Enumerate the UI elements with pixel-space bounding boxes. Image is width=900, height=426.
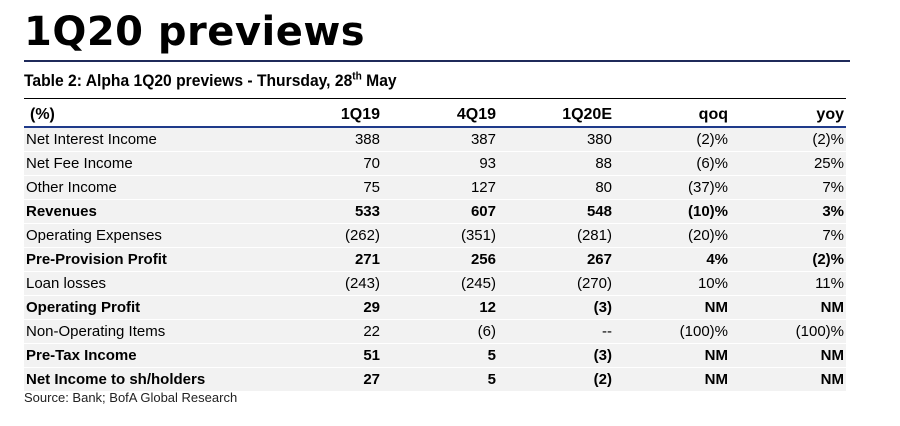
table-cell: (270) bbox=[498, 271, 614, 296]
column-header-unit: (%) bbox=[24, 104, 282, 128]
row-label: Pre-Provision Profit bbox=[24, 247, 282, 272]
table-cell: (6)% bbox=[614, 151, 730, 176]
caption-superscript: th bbox=[352, 70, 362, 83]
table-cell: NM bbox=[730, 295, 846, 320]
caption-text: Table 2: Alpha 1Q20 previews - Thursday,… bbox=[24, 71, 353, 90]
table-cell: (2) bbox=[498, 367, 614, 392]
table-row: Revenues 533 607 548 (10)% 3% bbox=[24, 199, 846, 224]
table-cell: 88 bbox=[498, 151, 614, 176]
table-body: Net Interest Income 388 387 380 (2)% (2)% Net … bbox=[24, 127, 846, 392]
table-cell: (281) bbox=[498, 223, 614, 248]
table-row: Other Income 75 127 80 (37)% 7% bbox=[24, 175, 846, 200]
table-cell: (243) bbox=[282, 271, 382, 296]
table-cell: (100)% bbox=[614, 319, 730, 344]
table-cell: 51 bbox=[282, 343, 382, 368]
table-cell: 93 bbox=[382, 151, 498, 176]
row-label: Operating Expenses bbox=[24, 223, 282, 248]
table-cell: 271 bbox=[282, 247, 382, 272]
table-cell: 5 bbox=[382, 343, 498, 368]
row-label: Non-Operating Items bbox=[24, 319, 282, 344]
table-cell: 10% bbox=[614, 271, 730, 296]
row-label: Net Interest Income bbox=[24, 127, 282, 152]
table-cell: 380 bbox=[498, 127, 614, 152]
table-cell: 267 bbox=[498, 247, 614, 272]
table-cell: (10)% bbox=[614, 199, 730, 224]
table-cell: NM bbox=[614, 367, 730, 392]
previews-table: (%) 1Q19 4Q19 1Q20E qoq yoy Net Interest… bbox=[24, 104, 846, 392]
table-cell: NM bbox=[730, 367, 846, 392]
row-label: Revenues bbox=[24, 199, 282, 224]
table-cell: (2)% bbox=[730, 247, 846, 272]
table-cell: (37)% bbox=[614, 175, 730, 200]
table-cell: (2)% bbox=[730, 127, 846, 152]
table-header-row: (%) 1Q19 4Q19 1Q20E qoq yoy bbox=[24, 104, 846, 128]
table-cell: (2)% bbox=[614, 127, 730, 152]
table-cell: 533 bbox=[282, 199, 382, 224]
page-title: 1Q20 previews bbox=[24, 9, 366, 55]
table-cell: 75 bbox=[282, 175, 382, 200]
table-cell: 3% bbox=[730, 199, 846, 224]
table-row: Loan losses (243) (245) (270) 10% 11% bbox=[24, 271, 846, 296]
table-cell: NM bbox=[730, 343, 846, 368]
column-header-1q20e: 1Q20E bbox=[498, 104, 614, 128]
table-cell: -- bbox=[498, 319, 614, 344]
table-cell: 256 bbox=[382, 247, 498, 272]
table-cell: 12 bbox=[382, 295, 498, 320]
table-cell: (6) bbox=[382, 319, 498, 344]
table-cell: (245) bbox=[382, 271, 498, 296]
table-cell: (100)% bbox=[730, 319, 846, 344]
table-cell: (20)% bbox=[614, 223, 730, 248]
column-header-1q19: 1Q19 bbox=[282, 104, 382, 128]
table-cell: 5 bbox=[382, 367, 498, 392]
table-row: Operating Profit 29 12 (3) NM NM bbox=[24, 295, 846, 320]
table-cell: 22 bbox=[282, 319, 382, 344]
row-label: Net Income to sh/holders bbox=[24, 367, 282, 392]
column-header-yoy: yoy bbox=[730, 104, 846, 128]
table-cell: 607 bbox=[382, 199, 498, 224]
table-cell: 7% bbox=[730, 223, 846, 248]
row-label: Pre-Tax Income bbox=[24, 343, 282, 368]
source-note: Source: Bank; BofA Global Research bbox=[24, 390, 238, 405]
table-cell: 387 bbox=[382, 127, 498, 152]
table-row: Pre-Tax Income 51 5 (3) NM NM bbox=[24, 343, 846, 368]
table-cell: 7% bbox=[730, 175, 846, 200]
table-cell: 25% bbox=[730, 151, 846, 176]
table-cell: 388 bbox=[282, 127, 382, 152]
table-row: Pre-Provision Profit 271 256 267 4% (2)% bbox=[24, 247, 846, 272]
table-cell: 127 bbox=[382, 175, 498, 200]
table-cell: (351) bbox=[382, 223, 498, 248]
table-cell: 70 bbox=[282, 151, 382, 176]
table-cell: NM bbox=[614, 295, 730, 320]
row-label: Loan losses bbox=[24, 271, 282, 296]
column-header-qoq: qoq bbox=[614, 104, 730, 128]
table-cell: 4% bbox=[614, 247, 730, 272]
table-cell: 11% bbox=[730, 271, 846, 296]
title-divider bbox=[24, 60, 850, 62]
caption-divider bbox=[24, 98, 846, 99]
table-row: Net Income to sh/holders 27 5 (2) NM NM bbox=[24, 367, 846, 392]
table-cell: (3) bbox=[498, 343, 614, 368]
table-cell: 27 bbox=[282, 367, 382, 392]
table-row: Net Interest Income 388 387 380 (2)% (2)% bbox=[24, 127, 846, 152]
table-row: Net Fee Income 70 93 88 (6)% 25% bbox=[24, 151, 846, 176]
row-label: Other Income bbox=[24, 175, 282, 200]
column-header-4q19: 4Q19 bbox=[382, 104, 498, 128]
row-label: Operating Profit bbox=[24, 295, 282, 320]
table-cell: NM bbox=[614, 343, 730, 368]
table-cell: (262) bbox=[282, 223, 382, 248]
table-row: Operating Expenses (262) (351) (281) (20)% 7% bbox=[24, 223, 846, 248]
table-cell: 80 bbox=[498, 175, 614, 200]
table-caption: Table 2: Alpha 1Q20 previews - Thursday,… bbox=[24, 68, 397, 94]
caption-suffix: May bbox=[361, 71, 397, 90]
row-label: Net Fee Income bbox=[24, 151, 282, 176]
table-cell: (3) bbox=[498, 295, 614, 320]
table-row: Non-Operating Items 22 (6) -- (100)% (100)% bbox=[24, 319, 846, 344]
table-cell: 29 bbox=[282, 295, 382, 320]
table-cell: 548 bbox=[498, 199, 614, 224]
